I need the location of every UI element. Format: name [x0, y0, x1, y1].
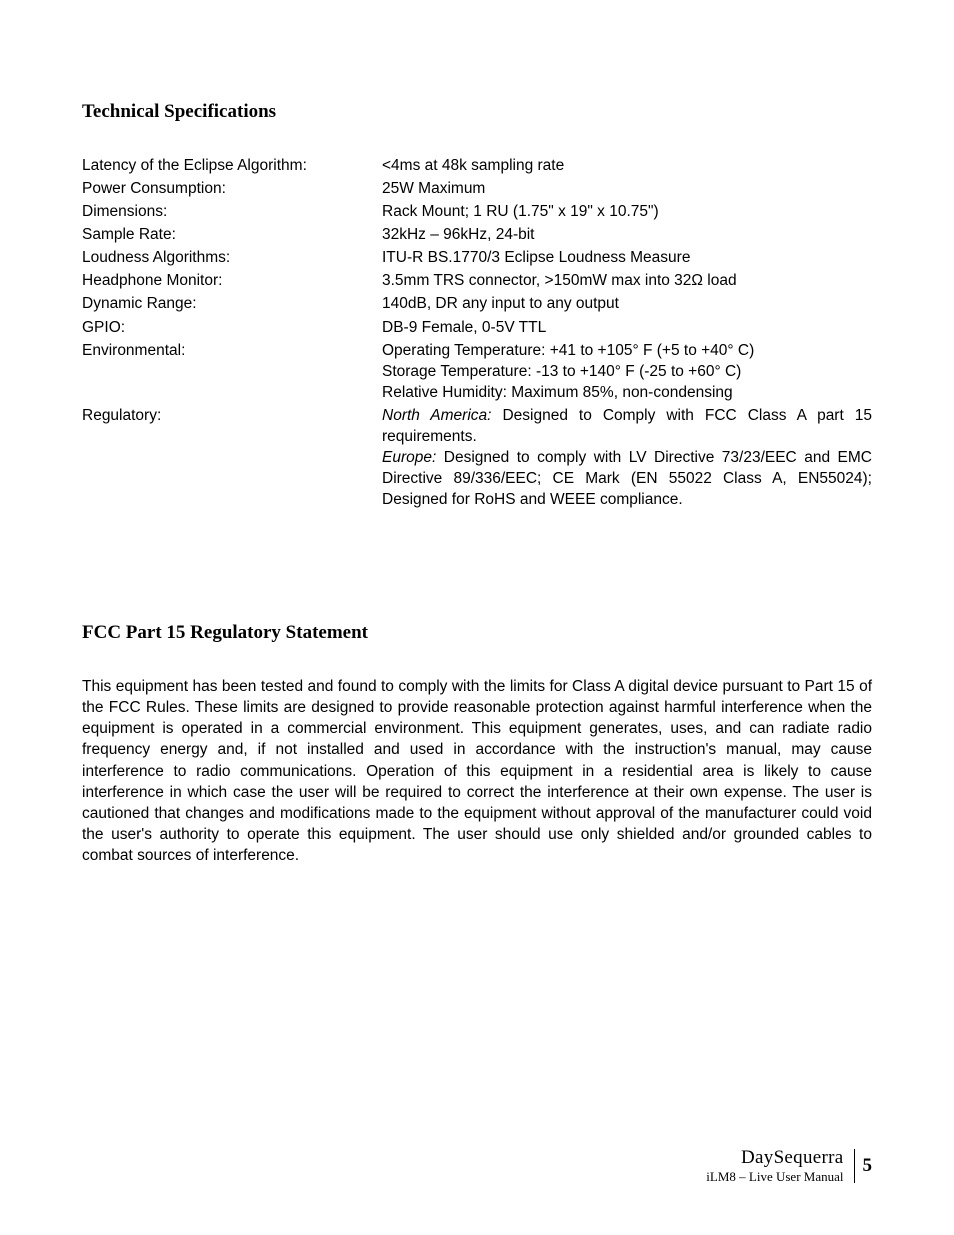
spec-row: Dimensions: Rack Mount; 1 RU (1.75" x 19… [82, 201, 872, 224]
spec-value: DB-9 Female, 0-5V TTL [382, 317, 872, 340]
spec-value: 3.5mm TRS connector, >150mW max into 32Ω… [382, 270, 872, 293]
page-footer: DaySequerra iLM8 – Live User Manual 5 [706, 1147, 872, 1185]
spec-label: Sample Rate: [82, 224, 382, 247]
spec-value: 32kHz – 96kHz, 24-bit [382, 224, 872, 247]
spec-label: Dimensions: [82, 201, 382, 224]
spec-label: Regulatory: [82, 405, 382, 512]
footer-brand: DaySequerra [706, 1147, 843, 1169]
spec-label: Loudness Algorithms: [82, 247, 382, 270]
spec-row: GPIO: DB-9 Female, 0-5V TTL [82, 317, 872, 340]
spec-row: Sample Rate: 32kHz – 96kHz, 24-bit [82, 224, 872, 247]
spec-row: Regulatory: North America: Designed to C… [82, 405, 872, 512]
spec-label: Power Consumption: [82, 178, 382, 201]
reg-eu-prefix: Europe: [382, 449, 436, 466]
env-line-1: Operating Temperature: +41 to +105° F (+… [382, 340, 872, 361]
spec-value: 140dB, DR any input to any output [382, 293, 872, 316]
spec-row: Headphone Monitor: 3.5mm TRS connector, … [82, 270, 872, 293]
spec-row: Dynamic Range: 140dB, DR any input to an… [82, 293, 872, 316]
spec-label: GPIO: [82, 317, 382, 340]
spec-value: 25W Maximum [382, 178, 872, 201]
footer-divider [854, 1149, 855, 1183]
spec-row: Environmental: Operating Temperature: +4… [82, 340, 872, 405]
spec-value-regulatory: North America: Designed to Comply with F… [382, 405, 872, 512]
footer-subtitle: iLM8 – Live User Manual [706, 1169, 843, 1185]
spec-row: Loudness Algorithms: ITU-R BS.1770/3 Ecl… [82, 247, 872, 270]
env-line-2: Storage Temperature: -13 to +140° F (-25… [382, 361, 872, 382]
tech-specs-heading: Technical Specifications [82, 101, 872, 123]
footer-page-number: 5 [863, 1155, 873, 1177]
spec-value: <4ms at 48k sampling rate [382, 155, 872, 178]
spec-label: Headphone Monitor: [82, 270, 382, 293]
fcc-body: This equipment has been tested and found… [82, 676, 872, 866]
spec-row: Power Consumption: 25W Maximum [82, 178, 872, 201]
env-line-3: Relative Humidity: Maximum 85%, non-cond… [382, 382, 872, 403]
spec-value: Rack Mount; 1 RU (1.75" x 19" x 10.75") [382, 201, 872, 224]
spec-label: Environmental: [82, 340, 382, 405]
spec-label: Latency of the Eclipse Algorithm: [82, 155, 382, 178]
spec-value: ITU-R BS.1770/3 Eclipse Loudness Measure [382, 247, 872, 270]
reg-eu-text: Designed to comply with LV Directive 73/… [382, 449, 872, 508]
reg-na-prefix: North America: [382, 407, 491, 424]
spec-label: Dynamic Range: [82, 293, 382, 316]
spec-value-environmental: Operating Temperature: +41 to +105° F (+… [382, 340, 872, 405]
spec-row: Latency of the Eclipse Algorithm: <4ms a… [82, 155, 872, 178]
spec-table: Latency of the Eclipse Algorithm: <4ms a… [82, 155, 872, 512]
fcc-heading: FCC Part 15 Regulatory Statement [82, 622, 872, 644]
